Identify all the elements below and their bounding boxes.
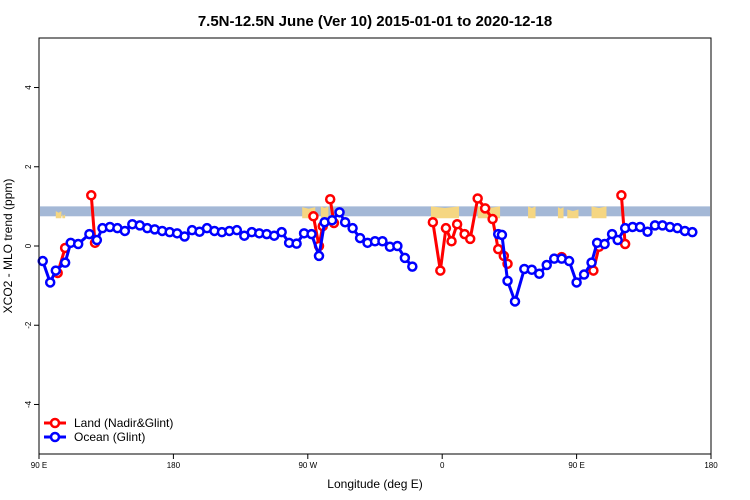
data-point-ocean-1-16	[606, 228, 618, 240]
data-point-ocean-1-6	[534, 268, 545, 279]
data-point-ocean-0-6	[84, 228, 95, 240]
land-fill-0	[55, 211, 62, 219]
data-point-land-4-9	[487, 213, 498, 225]
data-point-ocean-0-7	[91, 234, 103, 246]
data-point-ocean-0-2	[50, 265, 62, 276]
data-point-land-2-0	[308, 211, 319, 222]
x-axis: 90 E 180 90 W 0 90 E 180	[31, 454, 718, 470]
y-axis: -4 -2 0 2 4	[24, 85, 39, 408]
data-point-ocean-1-13	[586, 257, 597, 268]
data-point-land-3-0	[324, 193, 336, 205]
x-tick-label-0: 90 E	[31, 461, 47, 470]
data-point-land-4-2	[440, 222, 452, 234]
data-point-ocean-1-12	[578, 269, 590, 280]
data-point-ocean-0-46	[377, 235, 388, 247]
data-point-land-4-7	[472, 193, 483, 204]
data-point-ocean-0-0	[37, 255, 48, 267]
reference-band	[40, 206, 710, 217]
x-tick-label-1: 180	[167, 461, 181, 470]
land-fill-9	[591, 206, 607, 219]
data-point-ocean-0-43	[354, 232, 366, 244]
data-point-ocean-0-48	[392, 240, 403, 252]
legend-item-ocean: Ocean (Glint)	[44, 430, 145, 444]
data-point-ocean-0-3	[59, 257, 71, 268]
legend-label-ocean: Ocean (Glint)	[74, 430, 145, 444]
data-point-ocean-1-21	[642, 226, 653, 237]
plot-area	[37, 190, 710, 307]
data-point-ocean-0-37	[313, 250, 325, 262]
data-point-ocean-1-17	[612, 234, 623, 246]
land-fill-3	[320, 206, 329, 219]
data-point-ocean-0-26	[231, 224, 243, 236]
y-tick-label-1: -2	[24, 321, 33, 329]
data-point-ocean-0-42	[347, 222, 358, 234]
x-tick-label-4: 90 E	[568, 461, 584, 470]
land-fill-6	[528, 206, 536, 219]
data-point-ocean-0-36	[306, 228, 317, 240]
data-point-ocean-0-39	[326, 214, 338, 226]
legend-swatch-land-marker	[49, 417, 61, 429]
y-tick-label-2: 0	[24, 243, 33, 248]
data-point-ocean-1-11	[571, 277, 582, 288]
data-point-ocean-0-41	[339, 216, 351, 228]
legend: Land (Nadir&Glint) Ocean (Glint)	[44, 416, 173, 444]
data-point-land-7-0	[616, 190, 627, 201]
data-point-land-1-0	[86, 190, 97, 201]
land-fill-8	[567, 209, 579, 219]
data-point-ocean-1-20	[634, 221, 646, 233]
land-fill-1	[62, 214, 66, 219]
chart-title: 7.5N-12.5N June (Ver 10) 2015-01-01 to 2…	[198, 13, 552, 30]
series-line-ocean-0	[41, 210, 414, 284]
data-point-land-4-1	[435, 265, 446, 276]
data-point-ocean-1-1	[496, 229, 508, 241]
series-line-land-7	[619, 195, 627, 245]
data-point-ocean-1-10	[563, 255, 575, 267]
data-point-ocean-1-5	[526, 264, 538, 276]
x-axis-label: Longitude (deg E)	[327, 477, 422, 491]
legend-swatch-ocean-marker	[49, 431, 61, 443]
data-point-ocean-1-27	[687, 226, 698, 238]
data-point-ocean-0-34	[291, 238, 302, 249]
series-ocean	[37, 207, 698, 307]
data-point-land-4-8	[479, 203, 491, 214]
data-point-ocean-0-19	[179, 231, 190, 242]
data-point-land-7-1	[619, 238, 631, 250]
y-tick-label-0: -4	[24, 400, 33, 408]
data-point-land-4-4	[451, 218, 463, 230]
data-point-land-4-3	[446, 235, 457, 247]
land-fill-4	[431, 206, 459, 219]
data-point-ocean-0-40	[334, 207, 345, 218]
data-point-ocean-1-7	[541, 259, 552, 271]
y-tick-label-3: 2	[24, 164, 33, 169]
y-tick-label-4: 4	[24, 85, 33, 90]
data-point-ocean-0-5	[72, 238, 84, 250]
data-point-ocean-1-2	[502, 275, 513, 287]
data-point-ocean-0-49	[399, 252, 411, 264]
x-tick-label-5: 180	[704, 461, 718, 470]
data-point-ocean-0-50	[407, 261, 418, 272]
x-tick-label-3: 0	[440, 461, 445, 470]
land-fill-7	[557, 207, 564, 219]
y-axis-label: XCO2 - MLO trend (ppm)	[1, 179, 15, 314]
legend-item-land: Land (Nadir&Glint)	[44, 416, 173, 430]
legend-label-land: Land (Nadir&Glint)	[74, 416, 173, 430]
data-point-ocean-1-15	[599, 238, 610, 250]
data-point-ocean-0-32	[276, 226, 287, 238]
data-point-land-4-6	[464, 233, 476, 245]
data-point-ocean-0-11	[119, 225, 131, 237]
data-point-ocean-1-3	[509, 296, 521, 307]
data-point-land-4-0	[427, 216, 439, 228]
x-tick-label-2: 90 W	[298, 461, 317, 470]
data-point-ocean-0-1	[44, 277, 56, 288]
